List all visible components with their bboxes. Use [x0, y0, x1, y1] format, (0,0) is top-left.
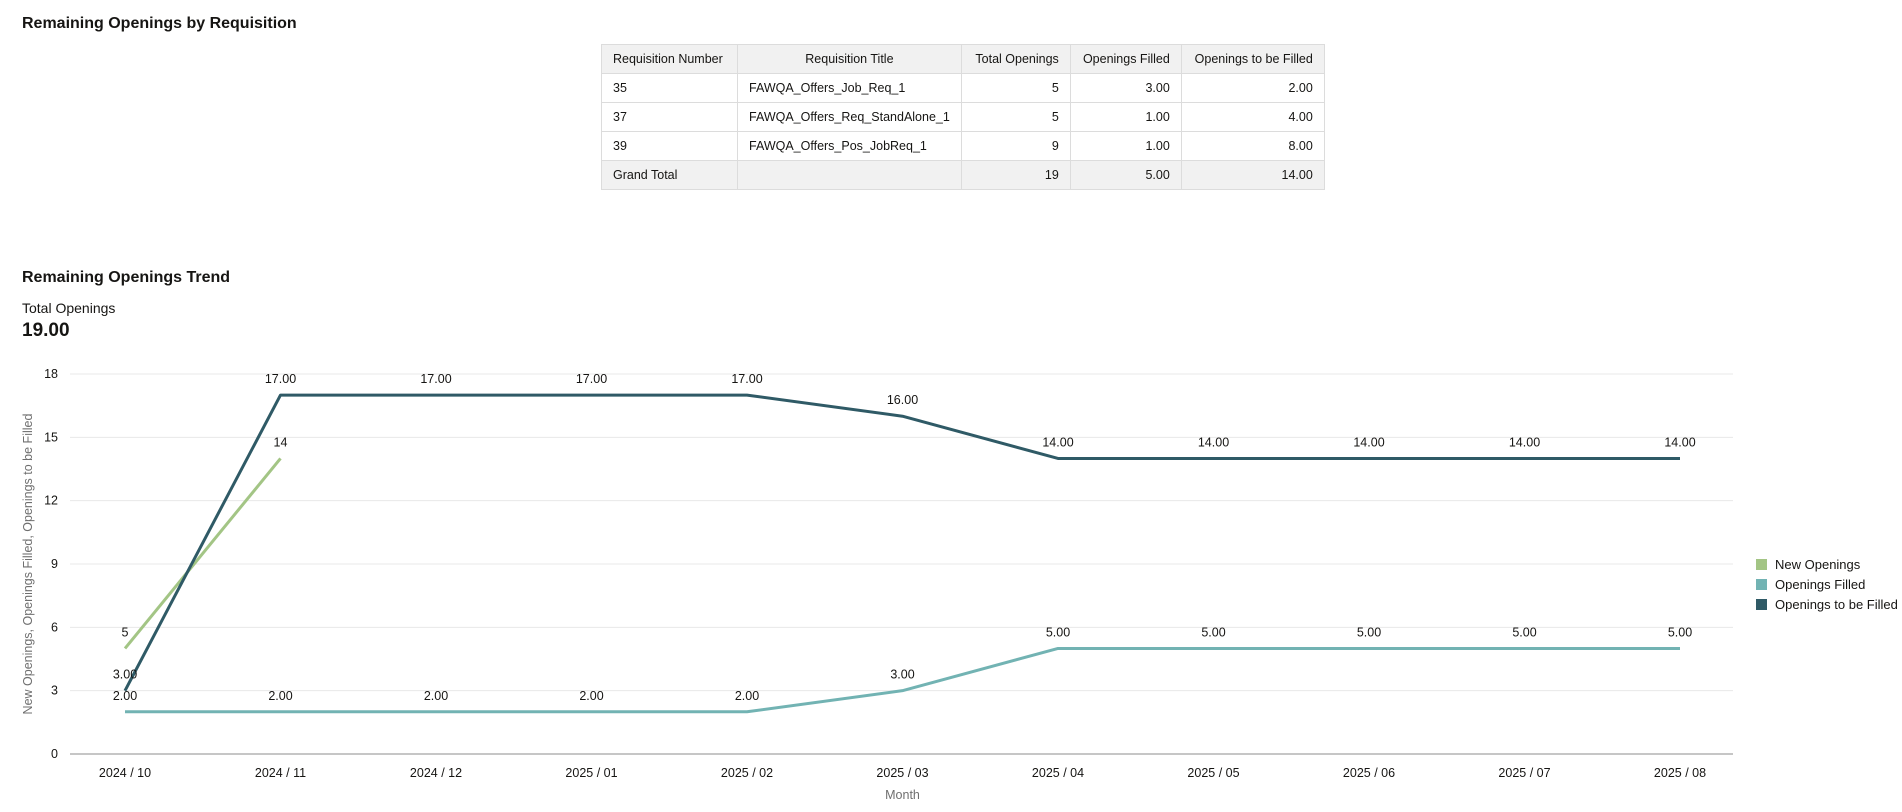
- data-label: 5.00: [1357, 625, 1381, 639]
- data-label: 3.00: [890, 668, 914, 682]
- data-label: 2.00: [424, 689, 448, 703]
- legend-label-openings-filled[interactable]: Openings Filled: [1775, 577, 1865, 592]
- cell-requisition-number: 37: [601, 102, 738, 132]
- data-label: 3.00: [113, 668, 137, 682]
- x-axis-ticks: 2024 / 10 2024 / 11 2024 / 12 2025 / 01 2025…: [99, 766, 1706, 780]
- data-label: 14.00: [1509, 435, 1540, 449]
- table-header-row: Requisition Number Requisition Title Tot…: [601, 44, 1325, 74]
- data-label: 2.00: [735, 689, 759, 703]
- data-label: 5.00: [1668, 625, 1692, 639]
- data-label: 17.00: [420, 372, 451, 386]
- x-tick-label: 2025 / 01: [565, 766, 617, 780]
- x-tick-label: 2025 / 06: [1343, 766, 1395, 780]
- data-label: 14: [274, 435, 288, 449]
- data-label: 14.00: [1664, 435, 1695, 449]
- x-tick-label: 2025 / 04: [1032, 766, 1084, 780]
- column-header-openings-to-be-filled[interactable]: Openings to be Filled: [1180, 44, 1325, 74]
- data-label: 2.00: [113, 689, 137, 703]
- data-label: 14.00: [1198, 435, 1229, 449]
- column-header-total-openings[interactable]: Total Openings: [960, 44, 1071, 74]
- gridlines: [70, 373, 1733, 692]
- column-header-requisition-title[interactable]: Requisition Title: [737, 44, 962, 74]
- y-tick-label: 12: [44, 494, 58, 508]
- cell-requisition-title: FAWQA_Offers_Job_Req_1: [737, 73, 962, 103]
- legend[interactable]: New Openings Openings Filled Openings to b…: [1756, 557, 1898, 612]
- legend-swatch-openings-filled: [1756, 579, 1767, 590]
- cell-openings-filled: 1.00: [1069, 102, 1182, 132]
- x-tick-label: 2025 / 08: [1654, 766, 1706, 780]
- x-tick-label: 2025 / 03: [876, 766, 928, 780]
- y-axis-title: New Openings, Openings Filled, Openings …: [21, 414, 35, 715]
- y-tick-label: 6: [51, 620, 58, 634]
- data-label: 17.00: [731, 372, 762, 386]
- table-total-row: Grand Total 19 5.00 14.00: [601, 160, 1325, 190]
- x-tick-label: 2024 / 11: [255, 766, 306, 780]
- table-section-title: Remaining Openings by Requisition: [22, 15, 297, 32]
- data-label: 14.00: [1042, 435, 1073, 449]
- column-header-openings-filled[interactable]: Openings Filled: [1069, 44, 1182, 74]
- cell-grand-total-openings: 19: [960, 160, 1071, 190]
- series-line-new-openings[interactable]: [123, 457, 282, 650]
- cell-openings-to-be-filled: 8.00: [1180, 131, 1325, 161]
- y-axis-ticks: 0 3 6 9 12 15 18: [44, 367, 58, 761]
- data-label: 14.00: [1353, 435, 1384, 449]
- data-label: 17.00: [265, 372, 296, 386]
- kpi-value: 19.00: [22, 320, 70, 341]
- cell-grand-total-to-be-filled: 14.00: [1180, 160, 1325, 190]
- data-label: 2.00: [579, 689, 603, 703]
- cell-requisition-number: 39: [601, 131, 738, 161]
- series-line-openings-to-be-filled[interactable]: [123, 393, 1680, 692]
- trend-section-title: Remaining Openings Trend: [22, 269, 231, 286]
- data-label: 5.00: [1512, 625, 1536, 639]
- x-tick-label: 2025 / 02: [721, 766, 773, 780]
- y-tick-label: 9: [51, 557, 58, 571]
- y-tick-label: 0: [51, 747, 58, 761]
- cell-grand-total-label: Grand Total: [601, 160, 738, 190]
- y-tick-label: 18: [44, 367, 58, 381]
- data-label: 17.00: [576, 372, 607, 386]
- legend-swatch-new-openings: [1756, 559, 1767, 570]
- cell-requisition-title: FAWQA_Offers_Req_StandAlone_1: [737, 102, 962, 132]
- x-axis-title: Month: [885, 788, 920, 802]
- table-row: 37 FAWQA_Offers_Req_StandAlone_1 5 1.00 …: [601, 102, 1325, 132]
- series-lines: [123, 393, 1680, 714]
- data-label: 5: [122, 625, 129, 639]
- y-tick-label: 3: [51, 684, 58, 698]
- x-tick-label: 2025 / 07: [1498, 766, 1550, 780]
- cell-grand-total-title: [737, 160, 962, 190]
- cell-openings-to-be-filled: 4.00: [1180, 102, 1325, 132]
- data-label: 16.00: [887, 393, 918, 407]
- x-tick-label: 2024 / 12: [410, 766, 462, 780]
- data-label: 2.00: [268, 689, 292, 703]
- x-tick-label: 2025 / 05: [1187, 766, 1239, 780]
- kpi-label: Total Openings: [22, 300, 116, 316]
- table-row: 39 FAWQA_Offers_Pos_JobReq_1 9 1.00 8.00: [601, 131, 1325, 161]
- requisition-table: Requisition Number Requisition Title Tot…: [601, 44, 1325, 190]
- x-tick-label: 2024 / 10: [99, 766, 151, 780]
- legend-label-openings-to-be-filled[interactable]: Openings to be Filled: [1775, 597, 1898, 612]
- series-line-openings-filled[interactable]: [125, 646, 1680, 714]
- data-label: 5.00: [1201, 625, 1225, 639]
- legend-label-new-openings[interactable]: New Openings: [1775, 557, 1861, 572]
- data-labels: 5 14 2.00 2.00 2.00 2.00 2.00 3.00 5.00 5.00 5.00 5…: [113, 372, 1696, 703]
- y-tick-label: 15: [44, 430, 58, 444]
- legend-swatch-openings-to-be-filled: [1756, 599, 1767, 610]
- cell-total-openings: 9: [960, 131, 1071, 161]
- data-label: 5.00: [1046, 625, 1070, 639]
